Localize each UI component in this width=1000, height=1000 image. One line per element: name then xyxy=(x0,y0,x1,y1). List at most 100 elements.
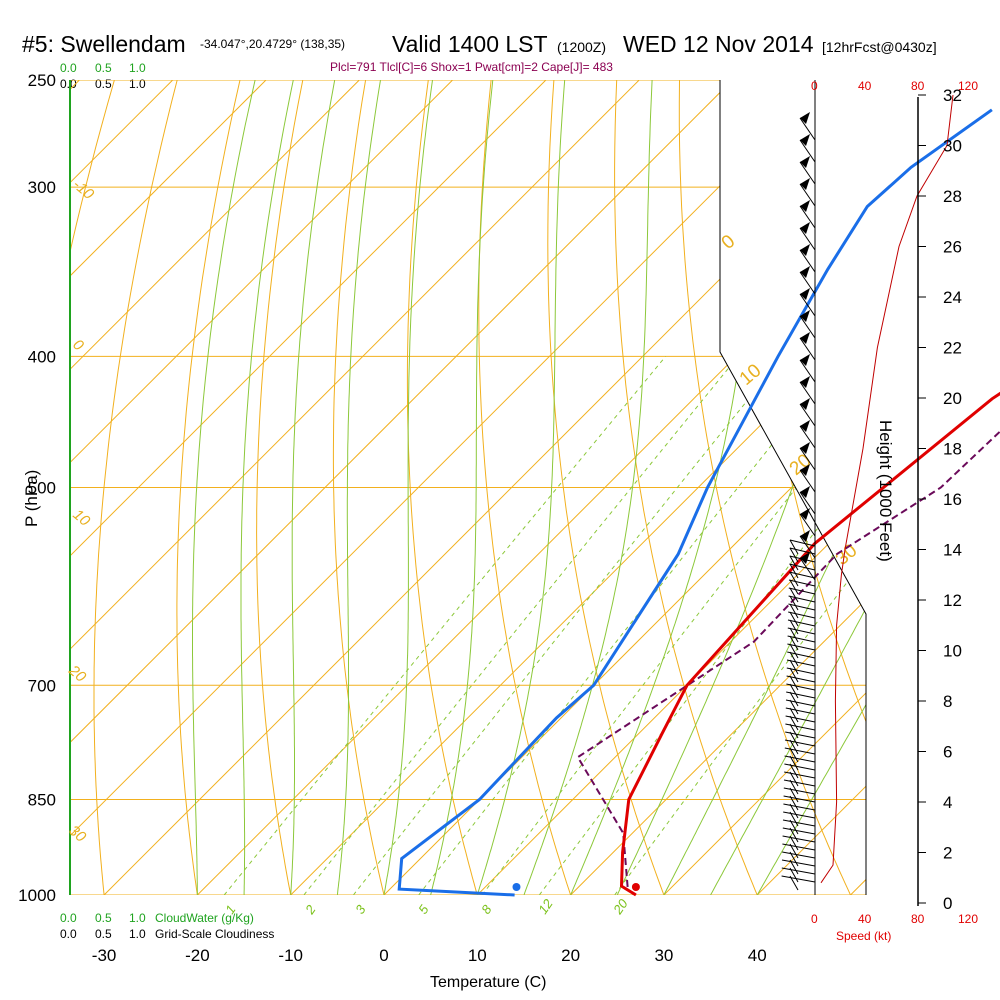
wind-barb-feather xyxy=(789,715,799,731)
wind-barb-staff xyxy=(799,205,816,229)
wind-barb-staff xyxy=(784,739,816,747)
dry-adiabat-line xyxy=(332,80,392,895)
dry-adiabat-line xyxy=(678,80,865,895)
wind-barb-staff xyxy=(789,539,816,547)
dry-adiabat-line xyxy=(478,80,581,895)
wind-barb-feather xyxy=(789,803,799,819)
wind-barb-feather xyxy=(789,723,799,739)
wind-barb-staff xyxy=(784,747,816,755)
wind-barb-staff xyxy=(787,619,816,627)
wind-barb xyxy=(799,178,816,207)
wind-barb xyxy=(789,539,816,555)
wind-barb xyxy=(785,707,816,723)
moist-adiabat-line xyxy=(710,80,866,895)
thermo-grid xyxy=(70,80,866,895)
wind-barb-staff xyxy=(782,819,816,827)
sounding-series xyxy=(397,94,1000,897)
wind-barb-pennant xyxy=(800,266,810,278)
wind-speed-axis-label: Speed (kt) xyxy=(836,929,891,943)
wind-barb-staff xyxy=(799,403,816,427)
cloud-water-scale-bottom: 0.0 0.5 1.0 CloudWater (g/Kg) 0.0 0.5 1.… xyxy=(60,911,274,941)
wind-barb-staff xyxy=(783,795,816,803)
wind-barb-pennant xyxy=(800,200,810,212)
dry-adiabat-line xyxy=(406,80,487,895)
moist-adiabat-line xyxy=(336,80,381,895)
isotherm-line xyxy=(197,80,866,895)
wind-barb xyxy=(799,530,816,559)
height-tick-label: 12 xyxy=(943,591,962,610)
moist-adiabat-line xyxy=(430,80,494,895)
pressure-tick-label: 1000 xyxy=(18,886,56,905)
height-tick-label: 6 xyxy=(943,743,952,762)
wind-barb-feather xyxy=(789,835,799,851)
mixing-ratio-label: 20 xyxy=(610,896,632,918)
wind-barb-staff xyxy=(787,635,816,643)
wind-barb-pennant xyxy=(800,112,810,124)
wind-barb xyxy=(799,244,816,273)
wind-barb-pennant xyxy=(800,464,810,476)
wind-barb-staff xyxy=(783,803,816,811)
wind-barb-staff xyxy=(799,469,816,493)
wind-barb xyxy=(785,699,816,715)
wind-barb-staff xyxy=(799,447,816,471)
wind-barb-staff xyxy=(788,603,816,611)
wind-barb xyxy=(787,651,816,667)
wind-barb-staff xyxy=(784,763,816,771)
isotherm-line xyxy=(70,80,733,895)
temperature-tick-label: 40 xyxy=(748,946,767,965)
wind-barb-staff xyxy=(785,731,816,739)
wind-speed-tick: 0 xyxy=(811,912,818,926)
pressure-tick-label: 400 xyxy=(28,347,56,366)
wind-barb xyxy=(783,803,816,819)
cloud-water-tick: 1.0 xyxy=(129,61,146,75)
wind-barb-feather xyxy=(789,731,799,747)
wind-barb-pennant xyxy=(800,486,810,498)
wind-barb-feather xyxy=(789,843,799,859)
cloud-water-tick: 0.0 xyxy=(60,61,77,75)
valid-time: Valid 1400 LST xyxy=(392,31,548,57)
pressure-tick-label: 850 xyxy=(28,790,56,809)
wind-barb xyxy=(789,547,816,563)
wind-speed-tick: 40 xyxy=(858,79,872,93)
wind-barb-staff xyxy=(799,139,816,163)
wind-barb-pennant xyxy=(800,508,810,520)
wind-barb-staff xyxy=(799,381,816,405)
utc-time: (1200Z) xyxy=(557,39,606,55)
wind-barb-staff xyxy=(799,491,816,515)
wind-barb-feather xyxy=(789,699,799,715)
wind-barb xyxy=(799,442,816,471)
wind-barb xyxy=(784,747,816,763)
wind-barb-pennant xyxy=(800,442,810,454)
wind-barb-pennant xyxy=(800,178,810,190)
wind-barb xyxy=(799,222,816,251)
wind-barb-pennant xyxy=(800,134,810,146)
wind-barb-feather xyxy=(789,675,799,691)
wind-speed-profile xyxy=(820,94,954,884)
cloud-water-label: CloudWater (g/Kg) xyxy=(155,911,254,925)
wind-barb xyxy=(788,595,816,611)
cloud-water-tick: 0.5 xyxy=(95,911,112,925)
moist-adiabat-line xyxy=(383,80,433,895)
dry-adiabat-line xyxy=(176,80,246,895)
wind-barb-pennant xyxy=(800,222,810,234)
wind-barb-pennant xyxy=(800,530,810,542)
wind-barb-staff xyxy=(783,779,816,787)
dry-adiabat-line xyxy=(741,80,866,895)
height-tick-label: 26 xyxy=(943,238,962,257)
wind-barb-pennant xyxy=(800,420,810,432)
temperature-tick-label: 10 xyxy=(468,946,487,965)
wind-barb xyxy=(789,571,816,587)
wind-barb xyxy=(788,587,816,603)
wind-barb-staff xyxy=(789,547,816,555)
wind-barb xyxy=(799,552,816,581)
wind-barb-feather xyxy=(789,691,799,707)
wind-barb-staff xyxy=(799,337,816,361)
wind-barb-feather xyxy=(789,651,799,667)
wind-barb xyxy=(786,659,816,675)
mixing-ratio-label: 5 xyxy=(415,902,432,917)
wind-barb-staff xyxy=(799,117,816,141)
wind-barb-staff xyxy=(788,595,816,603)
moist-adiabat-line xyxy=(523,80,653,895)
mixing-ratio-label: 12 xyxy=(535,896,556,917)
cloudiness-tick: 1.0 xyxy=(129,927,146,941)
